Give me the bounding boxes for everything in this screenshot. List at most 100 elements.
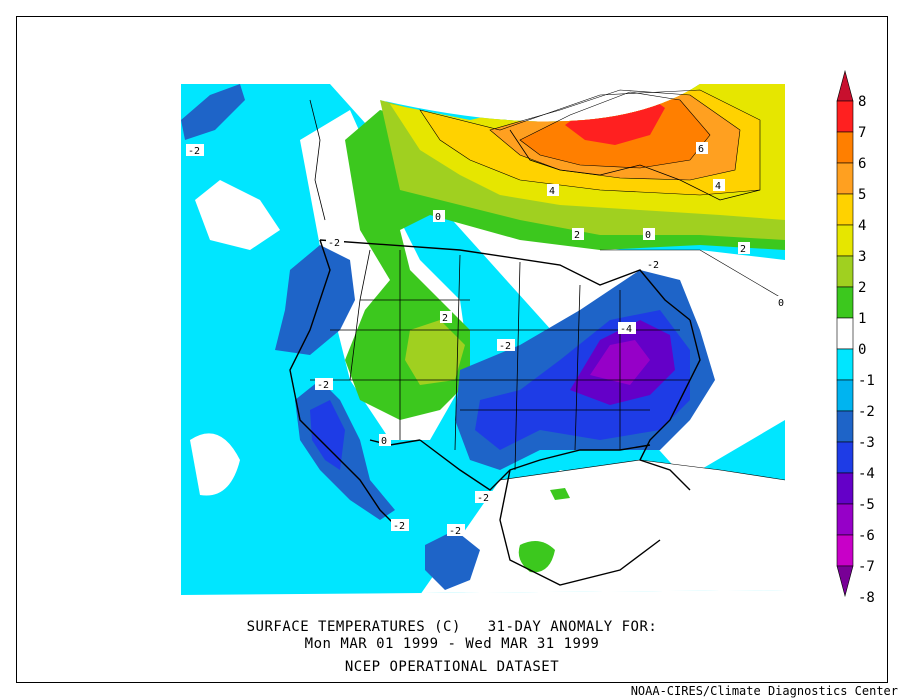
- legend-arrow-bottom: [836, 565, 854, 598]
- svg-text:-2: -2: [188, 146, 200, 157]
- legend-swatch: [836, 131, 854, 164]
- legend-label: -4: [858, 466, 875, 482]
- svg-text:-2: -2: [328, 238, 340, 249]
- contour-label: -2: [315, 378, 333, 391]
- anomaly-fill-zero-pacific-north: [195, 180, 280, 250]
- anomaly-fill-minus2-alaska: [181, 84, 245, 140]
- legend-label: 0: [858, 342, 866, 358]
- svg-text:-2: -2: [477, 493, 489, 504]
- legend-swatch: [836, 193, 854, 226]
- legend-label: 5: [858, 187, 866, 203]
- svg-text:0: 0: [435, 212, 441, 223]
- state-grid: [310, 249, 690, 471]
- contour-label: -2: [186, 144, 204, 157]
- anomaly-fill-minus3-southwest: [310, 400, 345, 470]
- legend-swatch: [836, 534, 854, 567]
- contour-label: -2: [497, 339, 515, 352]
- plot-frame: [16, 16, 888, 683]
- us-canada-border: [319, 239, 691, 321]
- legend-swatch: [836, 472, 854, 505]
- anomaly-fill-zero-pacific: [190, 433, 240, 496]
- svg-text:6: 6: [698, 144, 704, 155]
- caption-line-3: NCEP OPERATIONAL DATASET: [344, 659, 560, 675]
- legend-swatch: [836, 162, 854, 195]
- legend-swatch: [836, 255, 854, 288]
- east-coast-outline: [639, 319, 701, 491]
- contour-label: 0: [643, 228, 655, 241]
- color-legend: 8 7 6 5 4 3 2 1 0 -1 -2 -3 -4 -5 -6 -7 -8: [836, 69, 875, 606]
- svg-text:2: 2: [740, 244, 746, 255]
- caption-line-1: SURFACE TEMPERATURES (C) 31-DAY ANOMALY …: [246, 619, 658, 635]
- legend-label: -5: [858, 497, 875, 513]
- legend-label: 4: [858, 218, 866, 234]
- legend-label: 8: [858, 94, 866, 110]
- legend-label: -1: [858, 373, 875, 389]
- anomaly-fill-plus2-plains: [405, 320, 465, 385]
- legend-label: -3: [858, 435, 875, 451]
- legend-swatch: [836, 441, 854, 474]
- credit-text: NOAA-CIRES/Climate Diagnostics Center: [630, 684, 898, 698]
- svg-text:0: 0: [778, 298, 784, 309]
- svg-text:4: 4: [715, 181, 721, 192]
- contour-label: -4: [618, 322, 636, 335]
- anomaly-fill-plus1-mexico: [518, 541, 555, 573]
- svg-text:2: 2: [442, 313, 448, 324]
- contour-label: 0: [776, 296, 788, 309]
- legend-label: 7: [858, 125, 866, 141]
- legend-label: -2: [858, 404, 875, 420]
- svg-text:0: 0: [381, 436, 387, 447]
- contour-label: 2: [572, 228, 584, 241]
- legend-swatch: [836, 100, 854, 133]
- contour-label: 0: [433, 210, 445, 223]
- filled-contours: [181, 84, 785, 595]
- anomaly-fill-minus2-mexico: [425, 530, 480, 590]
- legend-swatch: [836, 224, 854, 257]
- bc-coast: [309, 99, 326, 221]
- svg-text:-2: -2: [393, 521, 405, 532]
- contour-label: 2: [738, 242, 750, 255]
- hudson-bay-coast: [509, 129, 761, 201]
- mexico-outline: [499, 469, 661, 586]
- legend-label: 3: [858, 249, 866, 265]
- legend-swatch: [836, 348, 854, 381]
- svg-text:-2: -2: [647, 260, 659, 271]
- legend-swatch: [836, 503, 854, 536]
- svg-text:0: 0: [645, 230, 651, 241]
- legend-swatch: [836, 317, 854, 350]
- state-borders: [310, 249, 690, 471]
- contour-label: 6: [696, 142, 708, 155]
- contour-label: -2: [447, 524, 465, 537]
- legend-label: 6: [858, 156, 866, 172]
- legend-swatch: [836, 379, 854, 412]
- contour-label: 4: [547, 184, 559, 197]
- svg-text:-4: -4: [620, 324, 632, 335]
- legend-arrow-top: [836, 69, 854, 102]
- canada-coastlines: [309, 99, 761, 221]
- gulf-coast-outline: [419, 439, 651, 491]
- anomaly-fill-minus2-northwest: [275, 245, 355, 355]
- contour-label: -2: [391, 519, 409, 532]
- contour-label: 4: [713, 179, 725, 192]
- legend-label: 1: [858, 311, 866, 327]
- legend-label: -8: [858, 590, 875, 606]
- legend-label: -6: [858, 528, 875, 544]
- svg-text:-2: -2: [499, 341, 511, 352]
- svg-text:-2: -2: [317, 380, 329, 391]
- svg-text:2: 2: [574, 230, 580, 241]
- contour-label: 0: [379, 434, 391, 447]
- contour-label: -2: [645, 258, 663, 271]
- svg-text:4: 4: [549, 186, 555, 197]
- contour-label: -2: [326, 236, 344, 249]
- contour-lines: [419, 89, 786, 481]
- caption-line-2: Mon MAR 01 1999 - Wed MAR 31 1999: [304, 636, 600, 652]
- contour-labels: -2 -2 -2 -2 -2 -2 -2 -2 -4 0 0 0 0 2 2 2…: [186, 142, 788, 537]
- legend-label: -7: [858, 559, 875, 575]
- legend-label: 2: [858, 280, 866, 296]
- svg-text:-2: -2: [449, 526, 461, 537]
- west-coast-outline: [289, 239, 401, 531]
- geographic-outlines: [289, 239, 701, 586]
- legend-swatch: [836, 410, 854, 443]
- anomaly-fill-plus1-gulf: [550, 488, 570, 500]
- contour-label: 2: [440, 311, 452, 324]
